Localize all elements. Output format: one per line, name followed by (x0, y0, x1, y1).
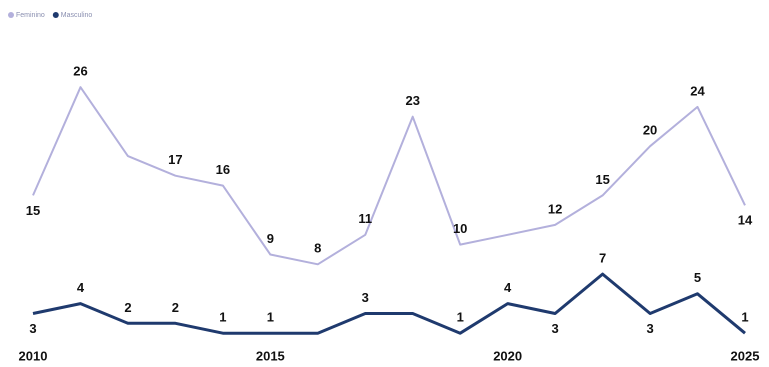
data-label: 11 (358, 211, 372, 226)
line-series (32, 86, 746, 266)
line-series (32, 272, 746, 335)
data-label: 15 (595, 172, 609, 187)
data-label: 24 (690, 83, 705, 98)
data-label: 15 (26, 203, 40, 218)
data-label: 3 (646, 321, 653, 336)
data-label: 17 (168, 152, 182, 167)
data-label: 7 (599, 251, 606, 266)
legend-marker (8, 12, 14, 18)
data-label: 9 (267, 231, 274, 246)
data-label: 1 (741, 310, 748, 325)
data-label: 1 (219, 310, 226, 325)
legend-marker (52, 12, 59, 18)
data-label: 26 (73, 64, 87, 79)
legend-label: Masculino (61, 12, 93, 19)
x-tick-label: 2025 (731, 348, 760, 363)
data-label: 3 (29, 321, 36, 336)
legend-label: Feminino (16, 12, 45, 19)
data-label: 4 (77, 280, 85, 295)
data-label: 5 (694, 270, 701, 285)
data-label: 8 (314, 241, 321, 256)
data-label: 14 (738, 213, 753, 228)
data-label: 1 (457, 310, 464, 325)
data-label: 3 (362, 290, 369, 305)
data-label: 16 (216, 162, 230, 177)
data-label: 10 (453, 221, 467, 236)
data-label: 3 (552, 321, 559, 336)
data-label: 2 (124, 300, 131, 315)
data-label: 2 (172, 300, 179, 315)
data-label: 23 (405, 93, 419, 108)
x-tick-label: 2015 (256, 348, 285, 363)
x-tick-label: 2020 (493, 348, 522, 363)
x-tick-label: 2010 (19, 348, 48, 363)
data-label: 4 (504, 280, 512, 295)
data-label: 20 (643, 123, 657, 138)
data-label: 12 (548, 201, 562, 216)
data-label: 1 (267, 310, 274, 325)
